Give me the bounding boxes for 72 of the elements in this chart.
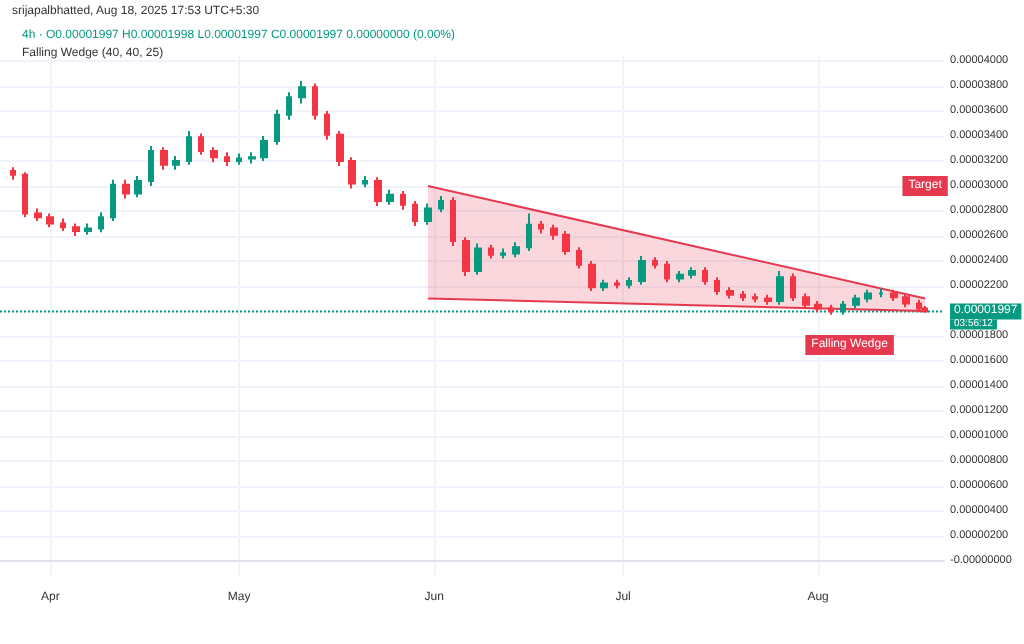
candlestick: [72, 222, 80, 237]
candlestick: [110, 178, 116, 222]
candlestick: [46, 212, 54, 229]
candlestick: [500, 247, 506, 260]
candlestick: [688, 266, 696, 280]
candlestick: [916, 298, 922, 314]
candlestick: [210, 146, 218, 164]
candlestick: [236, 152, 242, 166]
candlestick: [134, 175, 142, 199]
candlestick: [550, 223, 558, 241]
candlestick: [664, 260, 670, 284]
candlestick: [488, 243, 494, 260]
candlestick: [714, 276, 720, 296]
candlestick: [588, 260, 596, 292]
candlestick: [614, 278, 620, 290]
candlestick: [424, 202, 432, 226]
candlestick: [764, 293, 772, 306]
candlestick: [538, 220, 544, 235]
candlestick: [98, 211, 104, 234]
candlestick: [374, 176, 382, 207]
candlestick: [652, 256, 658, 270]
candlestick: [562, 230, 570, 256]
candlestick: [864, 288, 872, 304]
candlestick: [84, 222, 92, 236]
candlestick: [902, 292, 910, 309]
candlestick: [526, 212, 532, 252]
candlestick: [726, 286, 734, 300]
candlestick: [814, 300, 822, 314]
candlestick: [802, 292, 810, 310]
candlestick: [412, 200, 418, 227]
candlestick: [22, 171, 28, 219]
candlestick: [224, 151, 230, 167]
candlestick: [248, 151, 256, 165]
candlestick: [324, 110, 330, 141]
candlestick: [890, 288, 898, 302]
candlestick: [474, 242, 482, 276]
candlestick: [400, 190, 406, 211]
candlestick: [122, 178, 130, 200]
candlestick: [626, 276, 632, 290]
candlestick: [790, 272, 796, 302]
candlestick: [922, 305, 928, 314]
candlestick: [776, 270, 784, 306]
candlestick: [286, 91, 292, 121]
candlestick: [298, 80, 306, 105]
candlestick: [60, 217, 66, 232]
candlestick: [512, 241, 520, 259]
candlestick: [172, 155, 180, 171]
candlestick: [260, 135, 268, 162]
candlestick: [312, 82, 318, 121]
candlestick: [386, 188, 394, 206]
candlestick: [160, 146, 168, 171]
candlestick: [348, 156, 356, 190]
candlestick: [274, 108, 280, 146]
candlestick: [852, 293, 860, 310]
candlestick: [34, 207, 42, 222]
candlestick: [828, 303, 834, 316]
candlestick: [186, 130, 192, 166]
candlestick: [702, 266, 708, 286]
candlestick: [752, 292, 758, 304]
candlestick: [676, 270, 684, 284]
candlestick: [600, 278, 608, 292]
candlestick: [638, 255, 646, 286]
candlestick: [740, 290, 746, 302]
candlestick: [450, 196, 456, 247]
candlestick: [148, 145, 154, 187]
candlestick: [438, 195, 444, 214]
candlestick: [198, 132, 204, 156]
candlestick: [462, 236, 470, 277]
candlestick: [336, 130, 344, 167]
candlestick: [10, 166, 16, 181]
candlestick: [362, 175, 368, 189]
candlestick: [576, 246, 582, 270]
